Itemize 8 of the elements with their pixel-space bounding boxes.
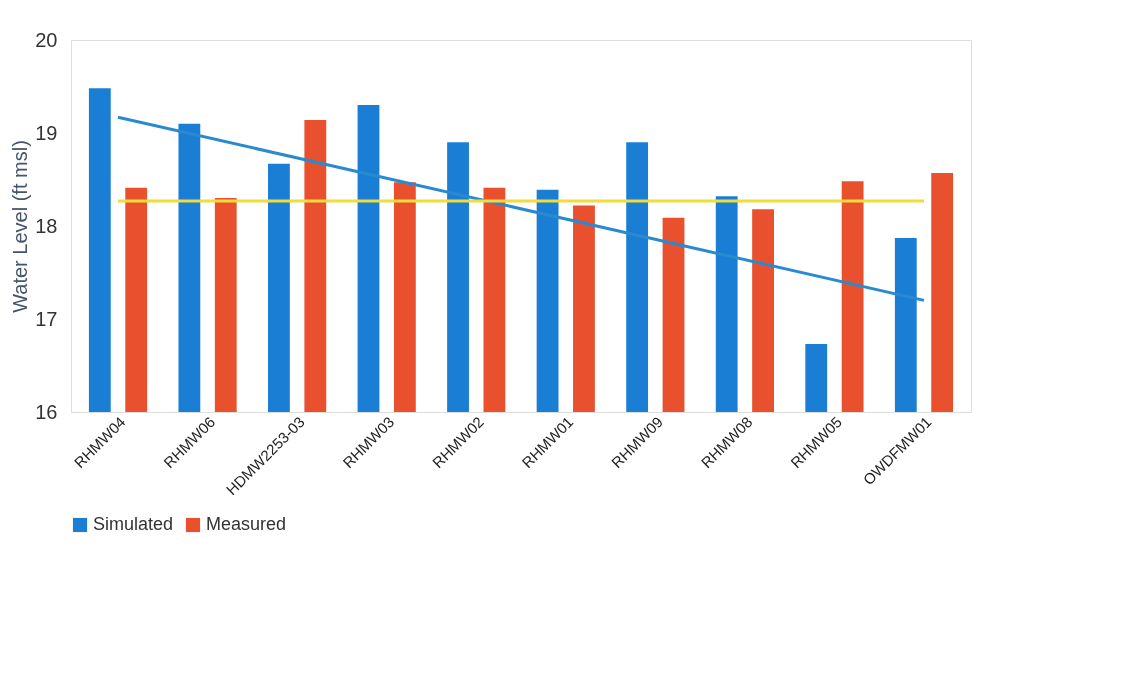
- legend-label: Measured: [206, 514, 287, 534]
- y-tick-label: 16: [35, 400, 58, 423]
- y-axis-title: Water Level (ft msl): [9, 140, 32, 313]
- legend-label: Simulated: [93, 514, 174, 534]
- y-tick-label: 20: [35, 28, 58, 51]
- y-tick-label: 19: [35, 121, 58, 144]
- y-tick-label: 18: [35, 214, 58, 237]
- y-tick-label: 17: [35, 307, 58, 330]
